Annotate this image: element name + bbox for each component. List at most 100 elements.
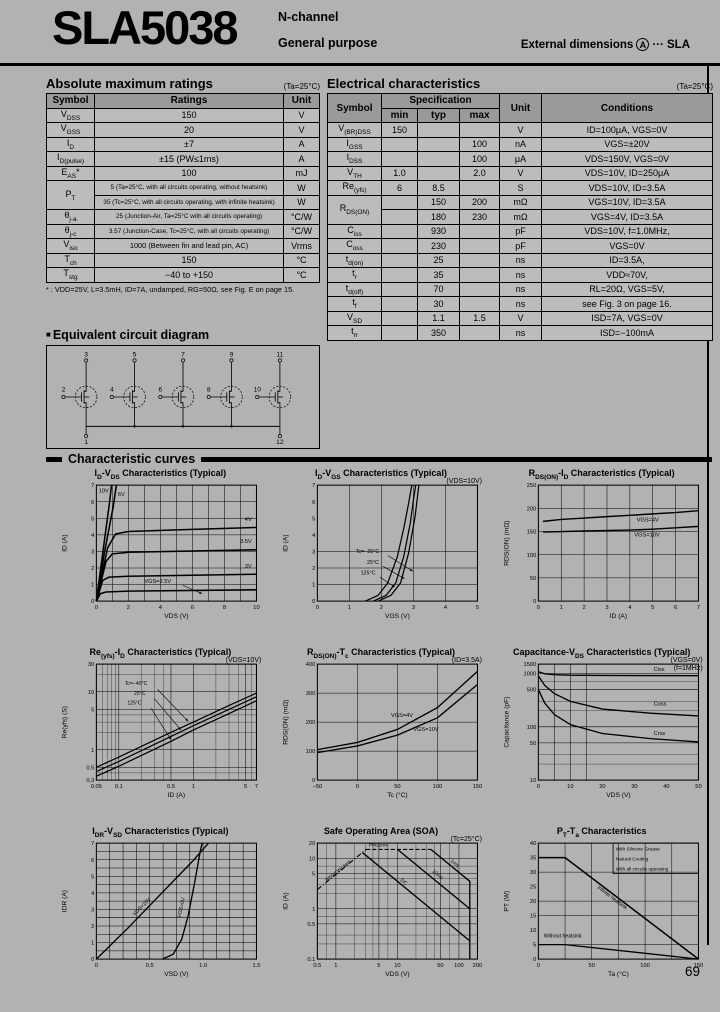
svg-text:ID (A): ID (A) [62,534,69,551]
svg-text:4: 4 [159,605,163,611]
curve-125C [365,485,413,602]
table-row: Coss 230 pF VGS=0V [327,238,713,254]
curve-VGS=10V [96,842,210,960]
table-cell: 1.5 [458,310,501,326]
table-cell: td(on) [327,252,382,268]
svg-text:20: 20 [530,899,536,905]
table-cell [381,194,418,210]
col-max: max [458,107,501,123]
table-cell: mJ [283,165,320,181]
svg-text:0: 0 [95,605,98,611]
equivalent-circuit-section: ■ Equivalent circuit diagram 3 2 5 4 7 6 9 8 11 10… [46,328,320,449]
table-cell: −40 to +150 [94,267,284,283]
table-cell: V [283,122,320,138]
curve-Crss [537,689,699,743]
right-edge-rule [707,63,709,945]
svg-text:1: 1 [91,941,94,947]
svg-text:0.05: 0.05 [91,784,102,790]
curve-label: Coss [653,702,666,708]
table-cell [458,281,501,297]
svg-text:150: 150 [526,530,536,536]
table-cell: nA [499,136,543,152]
svg-text:25: 25 [530,885,536,891]
svg-text:Capacitance (pF): Capacitance (pF) [503,697,510,748]
table-cell: 1.0 [381,165,418,181]
table-row: td(off) 70 ns RL=20Ω, VGS=5V, [327,281,713,297]
elec-table: Symbol Specification Unit Conditions min… [327,93,713,341]
chart-plot: 0 2 4 6 8 10 0 1 2 3 4 5 6 7 VDS (V) ID (A) 10V 6V 4V 3.5V 3… [62,483,260,620]
table-row: Re(yfs) 6 8.5 S VDS=10V, ID=3.5A [327,180,713,196]
svg-text:5: 5 [312,516,315,522]
elec-temp-note: (Ta=25°C) [676,82,713,91]
table-cell [381,136,418,152]
table-cell: ns [499,281,543,297]
channel-type: N-channel [278,10,339,24]
table-cell: 150 [417,194,460,210]
svg-text:11: 11 [276,351,283,358]
curve-rdson-limit [316,848,367,890]
curve-label: 25°C [367,560,379,566]
abs-max-footnote: * : VDD=25V, L=3.5mH, ID=7A, undamped, R… [46,284,295,294]
svg-text:150: 150 [693,963,703,969]
curve-VGS=3.5V [95,549,257,602]
col-unit: Unit [283,93,320,109]
svg-text:1: 1 [91,748,94,754]
svg-text:30: 30 [88,662,94,668]
table-row: V(BR)DSS 150 V ID=100μA, VGS=0V [327,122,713,138]
table-cell: Tch [46,252,95,268]
part-number: SLA5038 [52,1,239,54]
curve-label: Natural Cooling [615,857,648,863]
table-cell: 180 [417,209,460,225]
svg-text:3: 3 [605,605,608,611]
table-row: VDSS 150 V [46,107,320,123]
table-row: VTH 1.0 2.0 V VDS=10V, ID=250μA [327,165,713,181]
table-row: Tch 150 °C [46,252,320,268]
chart-condition: (Tc=25°C) [450,836,482,843]
svg-text:4: 4 [91,533,95,539]
svg-text:2: 2 [62,386,66,393]
svg-text:10: 10 [394,963,400,969]
svg-text:VGS (V): VGS (V) [385,613,410,620]
curve-25C [373,485,417,602]
table-cell: IGSS [327,136,382,152]
curve-label: Without heatsink [543,934,581,940]
curve-label: Crss [653,731,665,737]
svg-text:5: 5 [377,963,380,969]
table-cell: VGS=4V, ID=3.5A [541,209,713,225]
equivalent-circuit-diagram: 3 2 5 4 7 6 9 8 11 10 1 12 [61,351,292,445]
chart-title: RDS(ON)-Tc Characteristics (Typical) [306,647,455,660]
abs-max-table: Symbol Ratings Unit VDSS 150 V VGSS 20 V ID ±7 A… [46,93,320,283]
svg-text:0.5: 0.5 [307,922,315,928]
table-cell: 930 [417,223,460,239]
table-cell [417,165,460,181]
chart-soa: Safe Operating Area (SOA) (Tc=25°C) 0.5 1 5 1… [278,826,484,999]
table-cell: Coss [327,238,382,254]
header-bar-left [46,456,62,462]
characteristic-curves-title: Characteristic curves [68,452,196,466]
chart-id-vds: ID-VDS Characteristics (Typical) 0 2 4 6 8 10 0… [57,468,263,641]
curve-125C [96,700,258,777]
abs-max-temp-note: (Ta=25°C) [283,82,320,91]
table-row: IGSS 100 nA VGS=±20V [327,136,713,152]
curve-label: VGS=2.5V [145,579,172,585]
curve-label: Infinite heatsink [596,885,628,911]
curve-infinite-heatsink [538,856,699,960]
svg-text:1: 1 [559,605,562,611]
table-cell: VDS=10V, f=1.0MHz, [541,223,713,239]
svg-text:0: 0 [95,963,98,969]
elec-title: Electrical characteristics [327,76,481,91]
curve-10ms [396,848,471,910]
svg-text:5: 5 [312,872,315,878]
svg-text:−50: −50 [312,784,322,790]
table-cell: 150 [94,107,284,123]
table-row: VSD 1.1 1.5 V ISD=7A, VGS=0V [327,310,713,326]
table-cell: see Fig. 3 on page 16. [541,296,713,312]
table-cell: °C [283,267,320,283]
svg-text:8: 8 [223,605,226,611]
table-cell: A [283,136,320,152]
table-cell: ID=3.5A, [541,252,713,268]
svg-text:1: 1 [192,784,195,790]
table-cell: 230 [417,238,460,254]
curve-label: VGS=10V [413,727,438,733]
chart-title: Capacitance-VDS Characteristics (Typical… [512,647,691,660]
